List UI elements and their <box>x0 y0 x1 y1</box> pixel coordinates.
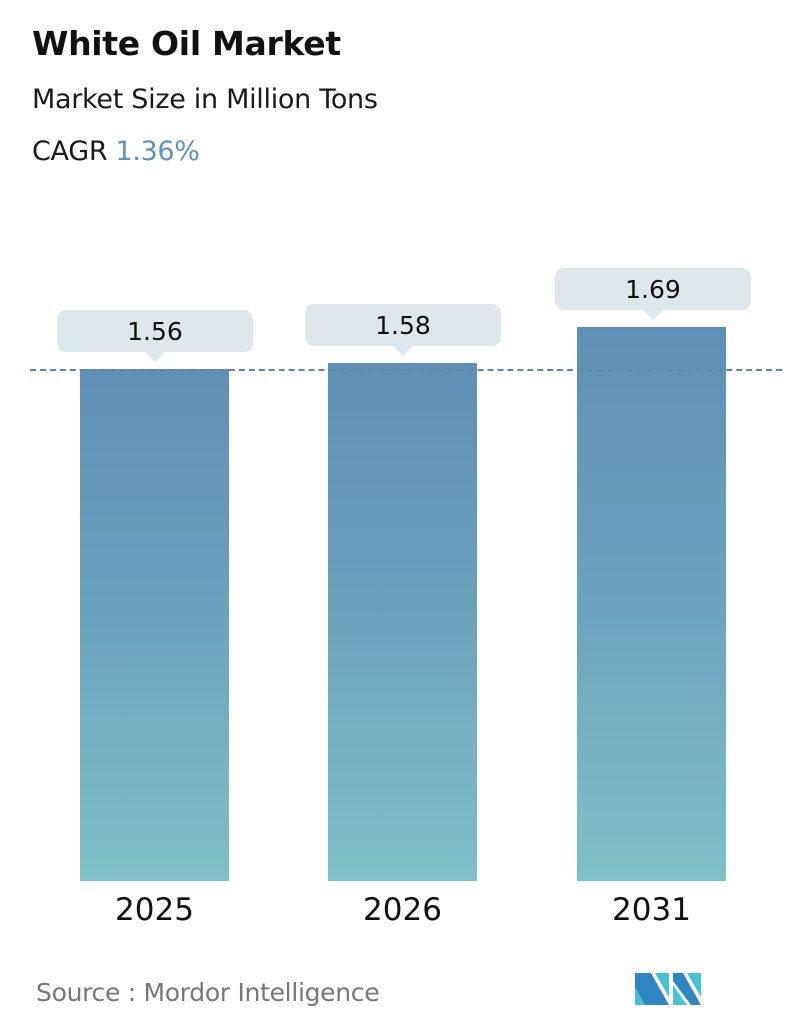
mordor-intelligence-logo-icon <box>635 973 701 1005</box>
bar-2031 <box>577 327 726 881</box>
value-callout-2026: 1.58 <box>305 304 501 356</box>
chart-title: White Oil Market <box>32 24 341 63</box>
bar-2025 <box>80 369 229 881</box>
cagr-line: CAGR 1.36% <box>32 136 200 167</box>
value-callout-2025: 1.56 <box>57 310 253 362</box>
value-callout-2031: 1.69 <box>555 268 751 320</box>
bar-2026 <box>328 363 477 881</box>
source-text: Source : Mordor Intelligence <box>36 978 380 1007</box>
x-tick-2031: 2031 <box>612 892 691 928</box>
cagr-label: CAGR <box>32 136 108 167</box>
chart-subtitle: Market Size in Million Tons <box>32 84 378 115</box>
cagr-value: 1.36% <box>115 136 200 167</box>
x-tick-2026: 2026 <box>363 892 442 928</box>
x-tick-2025: 2025 <box>115 892 194 928</box>
reference-line <box>30 369 782 371</box>
